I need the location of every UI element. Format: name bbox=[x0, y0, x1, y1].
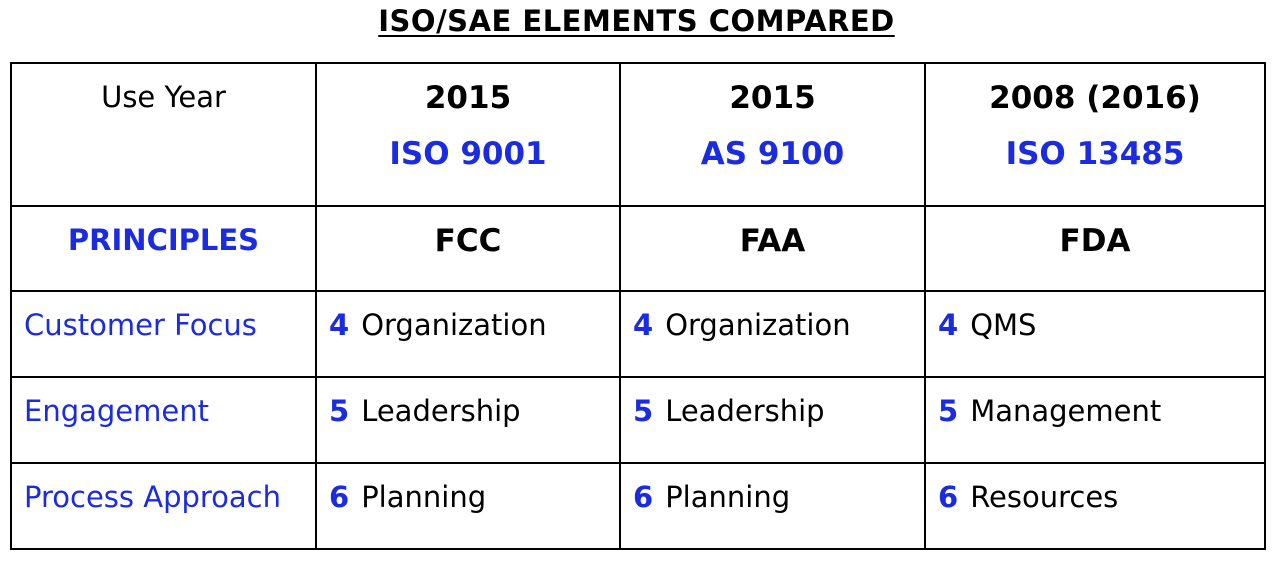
clause-number: 5 bbox=[329, 394, 350, 428]
clause-number: 6 bbox=[633, 480, 654, 514]
clause-number: 4 bbox=[329, 308, 350, 342]
clause-cell: 5 Management bbox=[924, 376, 1266, 464]
authority-label: FDA bbox=[1059, 223, 1131, 259]
clause-text: Leadership bbox=[665, 394, 825, 428]
standard-year: 2015 bbox=[424, 80, 512, 116]
authority-cell: FCC bbox=[315, 205, 621, 292]
standard-name: AS 9100 bbox=[700, 136, 845, 172]
standard-name: ISO 13485 bbox=[1005, 136, 1185, 172]
clause-text: Organization bbox=[361, 308, 547, 342]
use-year-label: Use Year bbox=[101, 80, 226, 114]
page-title: ISO/SAE ELEMENTS COMPARED bbox=[0, 4, 1273, 38]
clause-text: Resources bbox=[970, 480, 1119, 514]
page-title-text: ISO/SAE ELEMENTS COMPARED bbox=[378, 4, 895, 38]
principle-label: Process Approach bbox=[24, 480, 282, 514]
table-row: Customer Focus 4 Organization 4 Organizati… bbox=[10, 290, 1266, 378]
authority-cell: FDA bbox=[924, 205, 1266, 292]
header-row: Use Year 2015 ISO 9001 2015 AS 9100 2008… bbox=[10, 62, 1266, 207]
clause-number: 4 bbox=[633, 308, 654, 342]
clause-text: Planning bbox=[665, 480, 791, 514]
clause-text: QMS bbox=[970, 308, 1037, 342]
header-cell-iso9001: 2015 ISO 9001 bbox=[315, 62, 621, 207]
authority-label: FAA bbox=[739, 223, 806, 259]
standard-year: 2015 bbox=[729, 80, 816, 116]
clause-cell: 5 Leadership bbox=[619, 376, 926, 464]
clause-cell: 6 Planning bbox=[315, 462, 621, 550]
table-row: Process Approach 6 Planning 6 Planning 6 Re… bbox=[10, 462, 1266, 550]
clause-number: 5 bbox=[938, 394, 959, 428]
standard-year: 2008 (2016) bbox=[989, 80, 1201, 116]
principle-cell: Customer Focus bbox=[10, 290, 317, 378]
clause-cell: 4 QMS bbox=[924, 290, 1266, 378]
standard-name: ISO 9001 bbox=[389, 136, 547, 172]
clause-cell: 6 Planning bbox=[619, 462, 926, 550]
comparison-table: Use Year 2015 ISO 9001 2015 AS 9100 2008… bbox=[10, 62, 1266, 550]
principle-label: Engagement bbox=[24, 394, 209, 428]
clause-cell: 6 Resources bbox=[924, 462, 1266, 550]
header-label-cell: Use Year bbox=[10, 62, 317, 207]
clause-cell: 4 Organization bbox=[619, 290, 926, 378]
authority-cell: FAA bbox=[619, 205, 926, 292]
clause-text: Leadership bbox=[361, 394, 521, 428]
clause-number: 4 bbox=[938, 308, 959, 342]
header-cell-as9100: 2015 AS 9100 bbox=[619, 62, 926, 207]
principle-cell: Engagement bbox=[10, 376, 317, 464]
clause-number: 5 bbox=[633, 394, 654, 428]
clause-number: 6 bbox=[938, 480, 959, 514]
table-row: Engagement 5 Leadership 5 Leadership 5 Mana… bbox=[10, 376, 1266, 464]
clause-cell: 4 Organization bbox=[315, 290, 621, 378]
principles-header-cell: PRINCIPLES bbox=[10, 205, 317, 292]
clause-text: Organization bbox=[665, 308, 851, 342]
principle-label: Customer Focus bbox=[24, 308, 257, 342]
principles-label: PRINCIPLES bbox=[67, 223, 260, 257]
clause-cell: 5 Leadership bbox=[315, 376, 621, 464]
authority-label: FCC bbox=[434, 223, 502, 259]
principle-cell: Process Approach bbox=[10, 462, 317, 550]
authority-row: PRINCIPLES FCC FAA FDA bbox=[10, 205, 1266, 292]
clause-text: Management bbox=[970, 394, 1162, 428]
clause-text: Planning bbox=[361, 480, 487, 514]
header-cell-iso13485: 2008 (2016) ISO 13485 bbox=[924, 62, 1266, 207]
clause-number: 6 bbox=[329, 480, 350, 514]
